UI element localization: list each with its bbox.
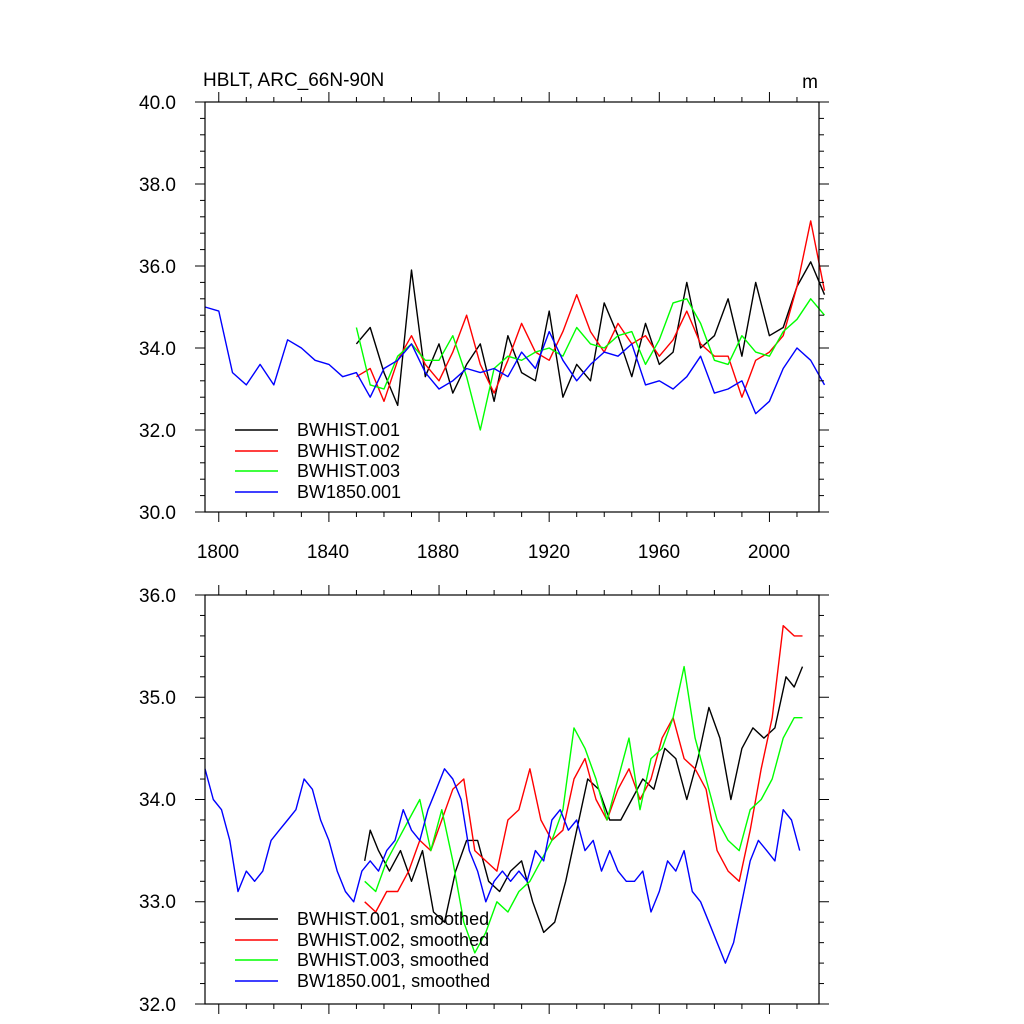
top-plot-frame — [204, 101, 820, 513]
bottom-legend-label: BWHIST.001, smoothed — [297, 909, 489, 929]
bottom-y-tick-label: 35.0 — [139, 688, 176, 709]
top-legend-label: BW1850.001 — [297, 482, 401, 502]
top-legend-label: BWHIST.002 — [297, 441, 400, 461]
top-series-line-bw1850001 — [204, 306, 826, 415]
bottom-series-group — [204, 625, 804, 964]
top-x-tick-label: 1840 — [307, 542, 349, 563]
top-series-line-bwhist003 — [355, 298, 826, 431]
bottom-y-tick-label: 34.0 — [139, 790, 176, 811]
bottom-tick-group — [195, 585, 829, 1014]
top-panel: HBLT, ARC_66N-90N m 30.0 32.0 34.0 36.0 … — [139, 70, 829, 563]
top-series-group — [204, 220, 826, 431]
top-y-tick-label: 30.0 — [139, 503, 176, 524]
top-y-tick-label: 36.0 — [139, 257, 176, 278]
top-y-tick-label: 40.0 — [139, 93, 176, 114]
top-y-tick-label: 38.0 — [139, 175, 176, 196]
top-y-tick-label: 34.0 — [139, 339, 176, 360]
bottom-series-line-bwhist001 — [364, 666, 804, 934]
bottom-y-tick-label: 36.0 — [139, 586, 176, 607]
bottom-legend-label: BWHIST.003, smoothed — [297, 950, 489, 970]
bottom-series-line-bwhist002 — [364, 625, 803, 913]
bottom-panel: 32.0 33.0 34.0 35.0 36.0 BWHIST.001, smo… — [139, 585, 829, 1016]
top-x-tick-label: 1920 — [528, 542, 570, 563]
top-legend: BWHIST.001 BWHIST.002 BWHIST.003 BW1850.… — [235, 420, 401, 502]
top-legend-label: BWHIST.001 — [297, 420, 400, 440]
top-x-tick-label: 1960 — [638, 542, 680, 563]
bottom-legend-label: BWHIST.002, smoothed — [297, 930, 489, 950]
top-x-tick-label: 1800 — [197, 542, 239, 563]
top-chart-title: HBLT, ARC_66N-90N — [203, 70, 384, 91]
bottom-legend-label: BW1850.001, smoothed — [297, 971, 490, 991]
top-y-tick-label: 32.0 — [139, 421, 176, 442]
top-legend-label: BWHIST.003 — [297, 461, 400, 481]
bottom-series-line-bw1850001 — [204, 768, 801, 964]
bottom-y-tick-label: 32.0 — [139, 995, 176, 1016]
bottom-legend: BWHIST.001, smoothed BWHIST.002, smoothe… — [235, 909, 490, 991]
top-units-label: m — [802, 72, 818, 93]
bottom-y-tick-label: 33.0 — [139, 892, 176, 913]
top-series-line-bwhist002 — [356, 220, 826, 402]
bottom-series-line-bwhist003 — [364, 665, 803, 954]
top-x-tick-label: 1880 — [417, 542, 459, 563]
top-tick-group — [195, 92, 829, 522]
top-x-tick-label: 2000 — [748, 542, 790, 563]
top-series-line-bwhist001 — [355, 261, 826, 407]
